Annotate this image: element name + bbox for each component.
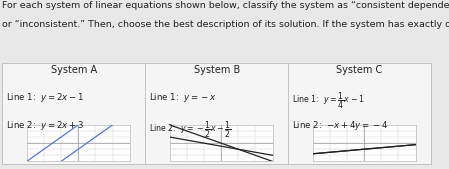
Text: Line 1:  $y = 2x - 1$: Line 1: $y = 2x - 1$	[6, 91, 84, 104]
Text: Line 2:  $-x + 4y = -4$: Line 2: $-x + 4y = -4$	[292, 119, 388, 132]
Text: For each system of linear equations shown below, classify the system as “consist: For each system of linear equations show…	[2, 1, 449, 10]
Text: or “inconsistent.” Then, choose the best description of its solution. If the sys: or “inconsistent.” Then, choose the best…	[2, 20, 449, 29]
Text: System B: System B	[194, 65, 240, 75]
Text: System C: System C	[336, 65, 383, 75]
Text: Line 1:  $y = \dfrac{1}{4}x - 1$: Line 1: $y = \dfrac{1}{4}x - 1$	[292, 91, 364, 111]
Text: Line 2:  $y = -\dfrac{1}{2}x - \dfrac{1}{2}$: Line 2: $y = -\dfrac{1}{2}x - \dfrac{1}{…	[149, 119, 232, 140]
Text: System A: System A	[51, 65, 97, 75]
Text: Line 1:  $y = -x$: Line 1: $y = -x$	[149, 91, 217, 104]
Text: Line 2:  $y = 2x + 3$: Line 2: $y = 2x + 3$	[6, 119, 84, 132]
